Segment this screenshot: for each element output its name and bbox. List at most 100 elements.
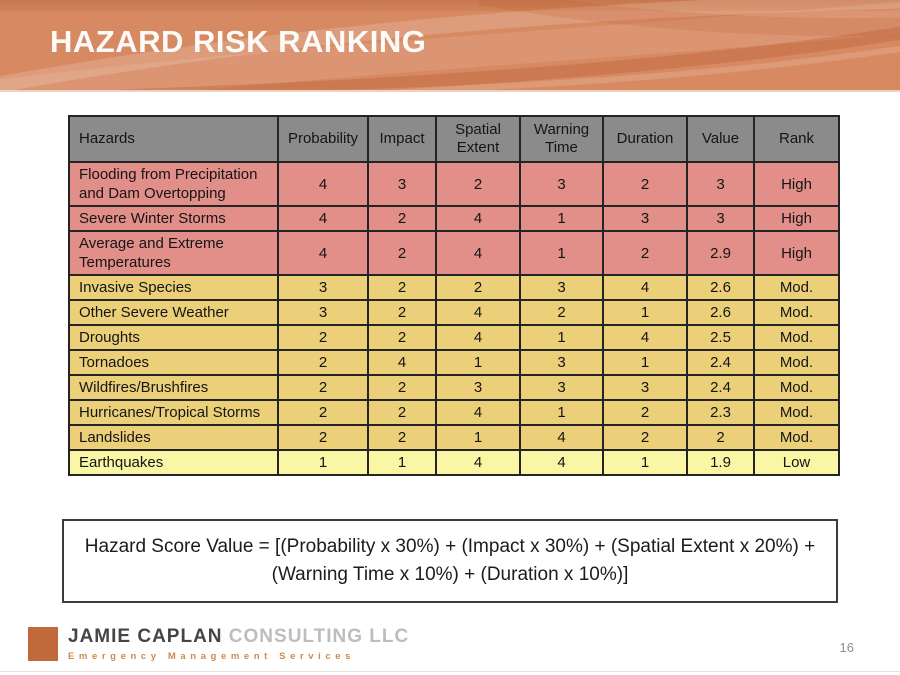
duration-cell: 2 <box>602 161 688 207</box>
warning-time-cell: 3 <box>519 374 604 401</box>
spatial-extent-cell: 2 <box>435 161 521 207</box>
duration-cell: 1 <box>602 299 688 326</box>
page-title: HAZARD RISK RANKING <box>50 24 427 59</box>
formula-line-2: (Warning Time x 10%) + (Duration x 10%)] <box>271 564 629 585</box>
impact-cell: 1 <box>367 449 437 476</box>
table-row: Tornadoes 2 4 1 3 1 2.4 Mod. <box>68 349 840 376</box>
rank-cell: Mod. <box>753 349 840 376</box>
value-cell: 2.6 <box>686 274 755 301</box>
hazard-name-cell: Average and Extreme Temperatures <box>68 230 279 276</box>
hazard-name-cell: Earthquakes <box>68 449 279 476</box>
page-number: 16 <box>839 640 854 655</box>
spatial-extent-cell: 1 <box>435 349 521 376</box>
value-cell: 2 <box>686 424 755 451</box>
company-name: JAMIE CAPLAN CONSULTING LLC <box>68 626 409 648</box>
hazard-name-cell: Tornadoes <box>68 349 279 376</box>
rank-cell: High <box>753 205 840 232</box>
spatial-extent-cell: 4 <box>435 449 521 476</box>
probability-cell: 3 <box>277 299 369 326</box>
duration-cell: 4 <box>602 274 688 301</box>
warning-time-cell: 1 <box>519 324 604 351</box>
value-cell: 2.5 <box>686 324 755 351</box>
hazard-score-formula-box: Hazard Score Value = [(Probability x 30%… <box>62 519 838 603</box>
spatial-extent-cell: 4 <box>435 205 521 232</box>
duration-cell: 4 <box>602 324 688 351</box>
rank-cell: Mod. <box>753 424 840 451</box>
hazard-name-cell: Other Severe Weather <box>68 299 279 326</box>
value-cell: 3 <box>686 161 755 207</box>
company-name-secondary: CONSULTING LLC <box>228 626 410 647</box>
warning-time-cell: 4 <box>519 449 604 476</box>
column-header: Probability <box>277 115 369 163</box>
spatial-extent-cell: 4 <box>435 230 521 276</box>
probability-cell: 2 <box>277 349 369 376</box>
probability-cell: 4 <box>277 161 369 207</box>
warning-time-cell: 4 <box>519 424 604 451</box>
warning-time-cell: 3 <box>519 274 604 301</box>
rank-cell: Mod. <box>753 299 840 326</box>
hazard-name-cell: Invasive Species <box>68 274 279 301</box>
value-cell: 2.4 <box>686 349 755 376</box>
duration-cell: 3 <box>602 374 688 401</box>
hazard-name-cell: Flooding from Precipitation and Dam Over… <box>68 161 279 207</box>
value-cell: 2.4 <box>686 374 755 401</box>
rank-cell: Mod. <box>753 274 840 301</box>
spatial-extent-cell: 3 <box>435 374 521 401</box>
warning-time-cell: 1 <box>519 230 604 276</box>
column-header: Warning Time <box>519 115 604 163</box>
column-header: Rank <box>753 115 840 163</box>
impact-cell: 2 <box>367 205 437 232</box>
hazard-risk-table: Hazards Probability Impact Spatial Extent Wa… <box>68 115 840 476</box>
probability-cell: 2 <box>277 324 369 351</box>
table-row: Wildfires/Brushfires 2 2 3 3 3 2.4 Mod. <box>68 374 840 401</box>
value-cell: 2.9 <box>686 230 755 276</box>
table-row: Average and Extreme Temperatures 4 2 4 1 2 2.9… <box>68 230 840 276</box>
duration-cell: 1 <box>602 349 688 376</box>
rank-cell: High <box>753 161 840 207</box>
table-row: Severe Winter Storms 4 2 4 1 3 3 High <box>68 205 840 232</box>
probability-cell: 4 <box>277 205 369 232</box>
probability-cell: 1 <box>277 449 369 476</box>
column-header: Duration <box>602 115 688 163</box>
impact-cell: 2 <box>367 274 437 301</box>
impact-cell: 2 <box>367 230 437 276</box>
value-cell: 2.3 <box>686 399 755 426</box>
spatial-extent-cell: 4 <box>435 399 521 426</box>
probability-cell: 2 <box>277 374 369 401</box>
banner-top-stripe <box>0 0 900 11</box>
value-cell: 2.6 <box>686 299 755 326</box>
probability-cell: 2 <box>277 424 369 451</box>
title-banner: HAZARD RISK RANKING <box>0 0 900 92</box>
duration-cell: 1 <box>602 449 688 476</box>
impact-cell: 4 <box>367 349 437 376</box>
spatial-extent-cell: 1 <box>435 424 521 451</box>
table-row: Invasive Species 3 2 2 3 4 2.6 Mod. <box>68 274 840 301</box>
hazard-name-cell: Hurricanes/Tropical Storms <box>68 399 279 426</box>
column-header: Spatial Extent <box>435 115 521 163</box>
probability-cell: 3 <box>277 274 369 301</box>
warning-time-cell: 1 <box>519 205 604 232</box>
probability-cell: 2 <box>277 399 369 426</box>
company-tagline: Emergency Management Services <box>68 651 356 662</box>
probability-cell: 4 <box>277 230 369 276</box>
warning-time-cell: 3 <box>519 161 604 207</box>
impact-cell: 2 <box>367 374 437 401</box>
column-header: Value <box>686 115 755 163</box>
table-body: Flooding from Precipitation and Dam Over… <box>68 161 840 476</box>
duration-cell: 2 <box>602 424 688 451</box>
warning-time-cell: 3 <box>519 349 604 376</box>
impact-cell: 2 <box>367 324 437 351</box>
rank-cell: Mod. <box>753 374 840 401</box>
warning-time-cell: 1 <box>519 399 604 426</box>
impact-cell: 2 <box>367 424 437 451</box>
spatial-extent-cell: 2 <box>435 274 521 301</box>
table-header-row: Hazards Probability Impact Spatial Extent Wa… <box>68 115 840 163</box>
table-row: Earthquakes 1 1 4 4 1 1.9 Low <box>68 449 840 476</box>
rank-cell: Low <box>753 449 840 476</box>
duration-cell: 3 <box>602 205 688 232</box>
rank-cell: High <box>753 230 840 276</box>
table-row: Landslides 2 2 1 4 2 2 Mod. <box>68 424 840 451</box>
hazard-name-cell: Wildfires/Brushfires <box>68 374 279 401</box>
company-logo: JAMIE CAPLAN CONSULTING LLC Emergency Ma… <box>68 626 409 662</box>
formula-line-1: Hazard Score Value = [(Probability x 30%… <box>84 536 816 557</box>
